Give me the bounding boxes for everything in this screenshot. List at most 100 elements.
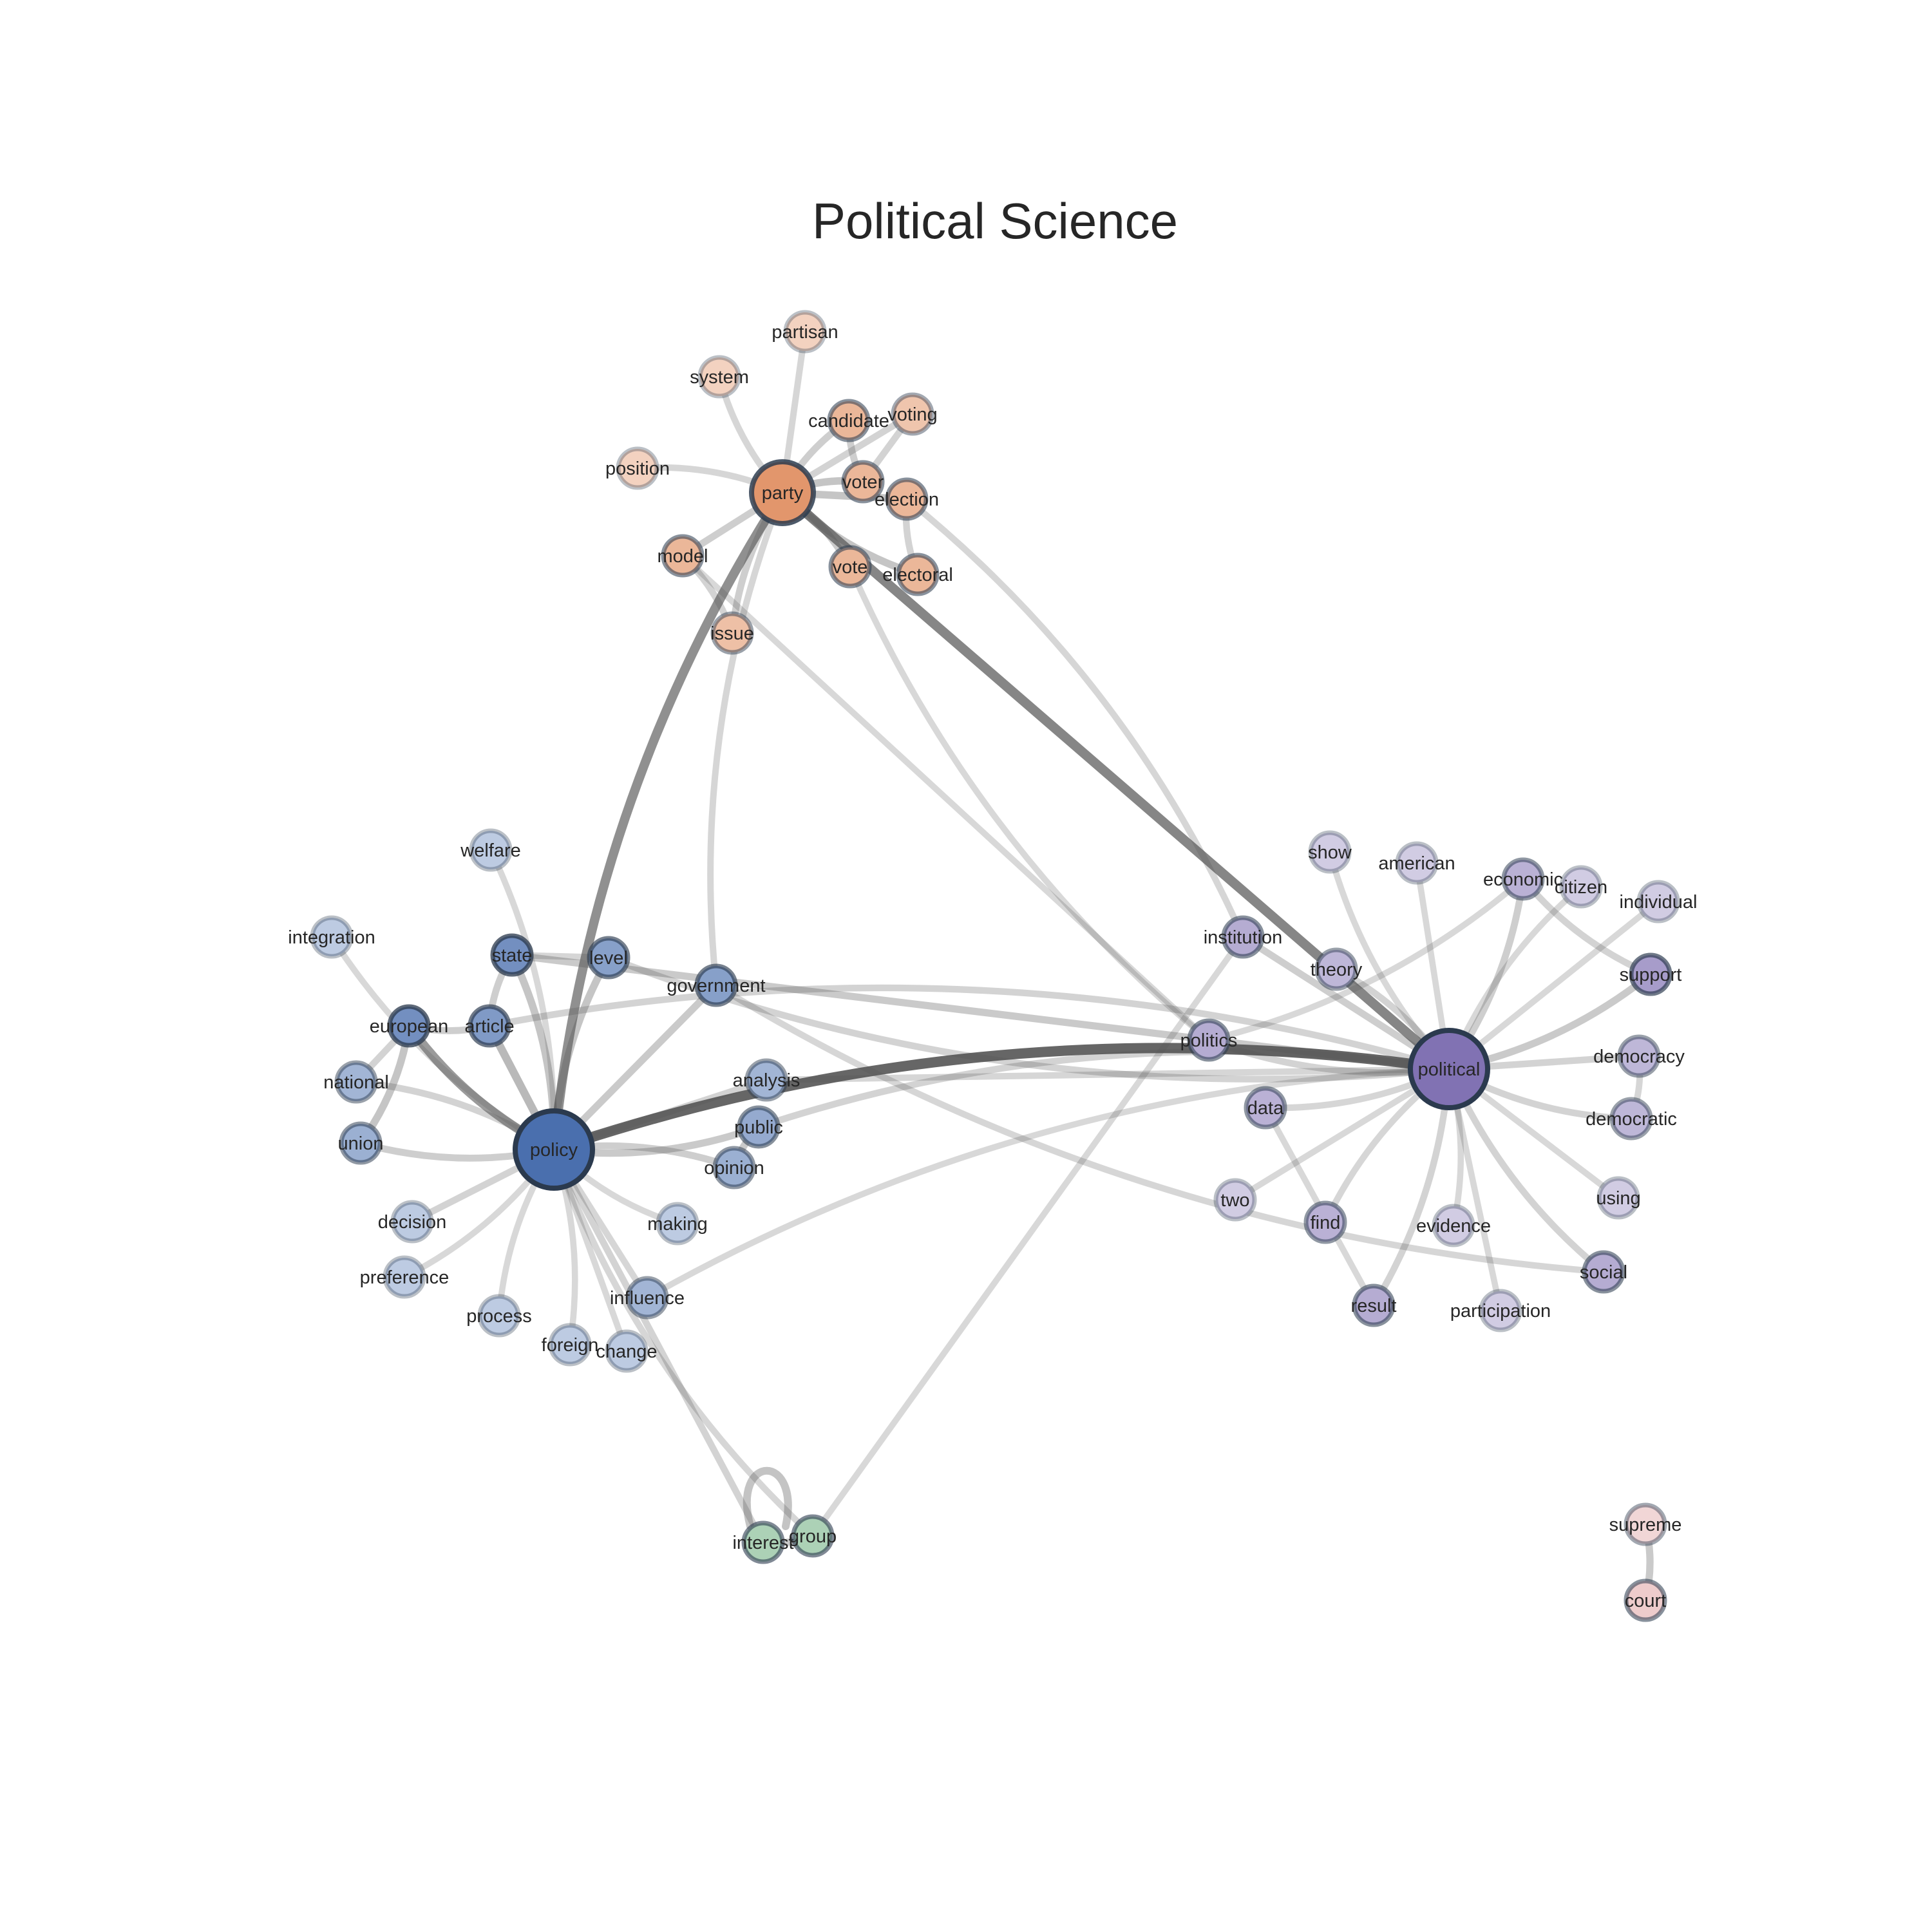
node-circle-show [1308, 830, 1352, 874]
node-label-public: public [734, 1117, 783, 1138]
node-social: social [1580, 1250, 1627, 1294]
node-circle-evidence [1432, 1204, 1475, 1247]
node-label-theory: theory [1311, 960, 1363, 980]
node-label-foreign: foreign [542, 1335, 599, 1356]
node-circle-foreign [548, 1323, 592, 1367]
node-label-welfare: welfare [460, 840, 521, 861]
node-state: state [490, 933, 534, 977]
node-label-show: show [1308, 842, 1352, 863]
node-model: model [658, 534, 708, 578]
node-label-making: making [647, 1214, 708, 1235]
node-circle-integration [310, 915, 354, 959]
node-label-voter: voter [842, 472, 884, 493]
node-label-european: european [370, 1016, 449, 1037]
nodes-layer: policy party political partisan system candid… [288, 310, 1697, 1622]
node-label-evidence: evidence [1416, 1216, 1491, 1236]
node-theory: theory [1311, 947, 1363, 991]
node-circle-state [490, 933, 534, 977]
node-public: public [734, 1105, 783, 1149]
node-voting: voting [887, 392, 938, 436]
node-circle-social [1582, 1250, 1625, 1294]
node-label-voting: voting [887, 404, 937, 425]
node-change: change [596, 1329, 658, 1373]
node-american: american [1378, 841, 1455, 885]
node-label-court: court [1625, 1591, 1666, 1611]
node-label-democracy: democracy [1593, 1046, 1685, 1067]
node-result: result [1351, 1283, 1396, 1327]
node-political: political [1408, 1028, 1490, 1110]
node-decision: decision [378, 1200, 446, 1244]
node-circle-analysis [744, 1058, 788, 1102]
node-candidate: candidate [808, 399, 889, 442]
node-label-article: article [464, 1016, 514, 1037]
node-electoral: electoral [882, 553, 953, 596]
node-label-state: state [492, 945, 533, 966]
edge-state-political [508, 951, 1453, 1073]
node-court: court [1624, 1578, 1667, 1622]
node-label-level: level [589, 948, 628, 969]
edge-party-political [777, 488, 1454, 1074]
edge-influence-political [644, 1066, 1452, 1301]
node-label-supreme: supreme [1609, 1515, 1682, 1535]
node-circle-issue [710, 611, 754, 655]
node-politics: politics [1180, 1018, 1238, 1062]
node-label-opinion: opinion [704, 1158, 764, 1179]
node-party: party [749, 459, 816, 526]
node-individual: individual [1620, 880, 1697, 923]
node-supreme: supreme [1609, 1502, 1682, 1546]
node-label-party: party [762, 483, 804, 504]
node-system: system [690, 355, 749, 399]
node-label-politics: politics [1180, 1030, 1238, 1051]
node-label-system: system [690, 367, 749, 388]
node-label-policy: policy [530, 1140, 578, 1160]
node-circle-two [1213, 1178, 1257, 1222]
node-foreign: foreign [542, 1323, 599, 1367]
node-circle-political [1408, 1028, 1490, 1110]
node-label-decision: decision [378, 1212, 446, 1233]
edge-policy-group [551, 1146, 816, 1539]
edge-model-politics [679, 553, 1212, 1043]
node-circle-voting [891, 392, 934, 436]
node-label-economic: economic [1483, 869, 1563, 890]
node-evidence: evidence [1416, 1204, 1491, 1247]
node-european: european [370, 1004, 449, 1048]
edge-policy-welfare [488, 847, 558, 1153]
node-label-using: using [1596, 1188, 1640, 1209]
node-policy: policy [513, 1108, 595, 1191]
node-label-group: group [789, 1526, 837, 1547]
node-circle-influence [625, 1276, 669, 1320]
edge-analysis-political [763, 1066, 1452, 1083]
node-national: national [323, 1060, 389, 1104]
node-circle-institution [1221, 915, 1265, 959]
edge-election-institution [904, 496, 1246, 940]
node-circle-change [605, 1329, 649, 1373]
node-group: group [789, 1514, 837, 1558]
node-union: union [338, 1121, 383, 1165]
node-circle-position [616, 446, 659, 490]
node-label-two: two [1220, 1190, 1249, 1211]
node-circle-process [477, 1294, 521, 1338]
node-label-government: government [667, 976, 765, 996]
node-government: government [667, 963, 766, 1007]
edge-politics-economic [1206, 876, 1526, 1043]
node-circle-electoral [896, 553, 940, 596]
node-circle-data [1244, 1086, 1287, 1130]
node-circle-individual [1636, 880, 1680, 923]
node-label-model: model [658, 546, 708, 567]
node-circle-economic [1501, 857, 1545, 901]
node-label-data: data [1247, 1098, 1284, 1119]
node-circle-group [791, 1514, 835, 1558]
node-circle-public [737, 1105, 781, 1149]
node-circle-partisan [783, 310, 827, 354]
node-circle-support [1629, 952, 1672, 996]
node-circle-national [334, 1060, 378, 1104]
node-label-interest: interest [732, 1533, 793, 1553]
node-integration: integration [288, 915, 375, 959]
node-label-national: national [323, 1072, 389, 1093]
node-circle-opinion [712, 1146, 756, 1189]
node-election: election [875, 477, 939, 521]
node-citizen: citizen [1555, 865, 1607, 909]
node-label-change: change [596, 1341, 657, 1362]
node-label-american: american [1378, 853, 1455, 874]
